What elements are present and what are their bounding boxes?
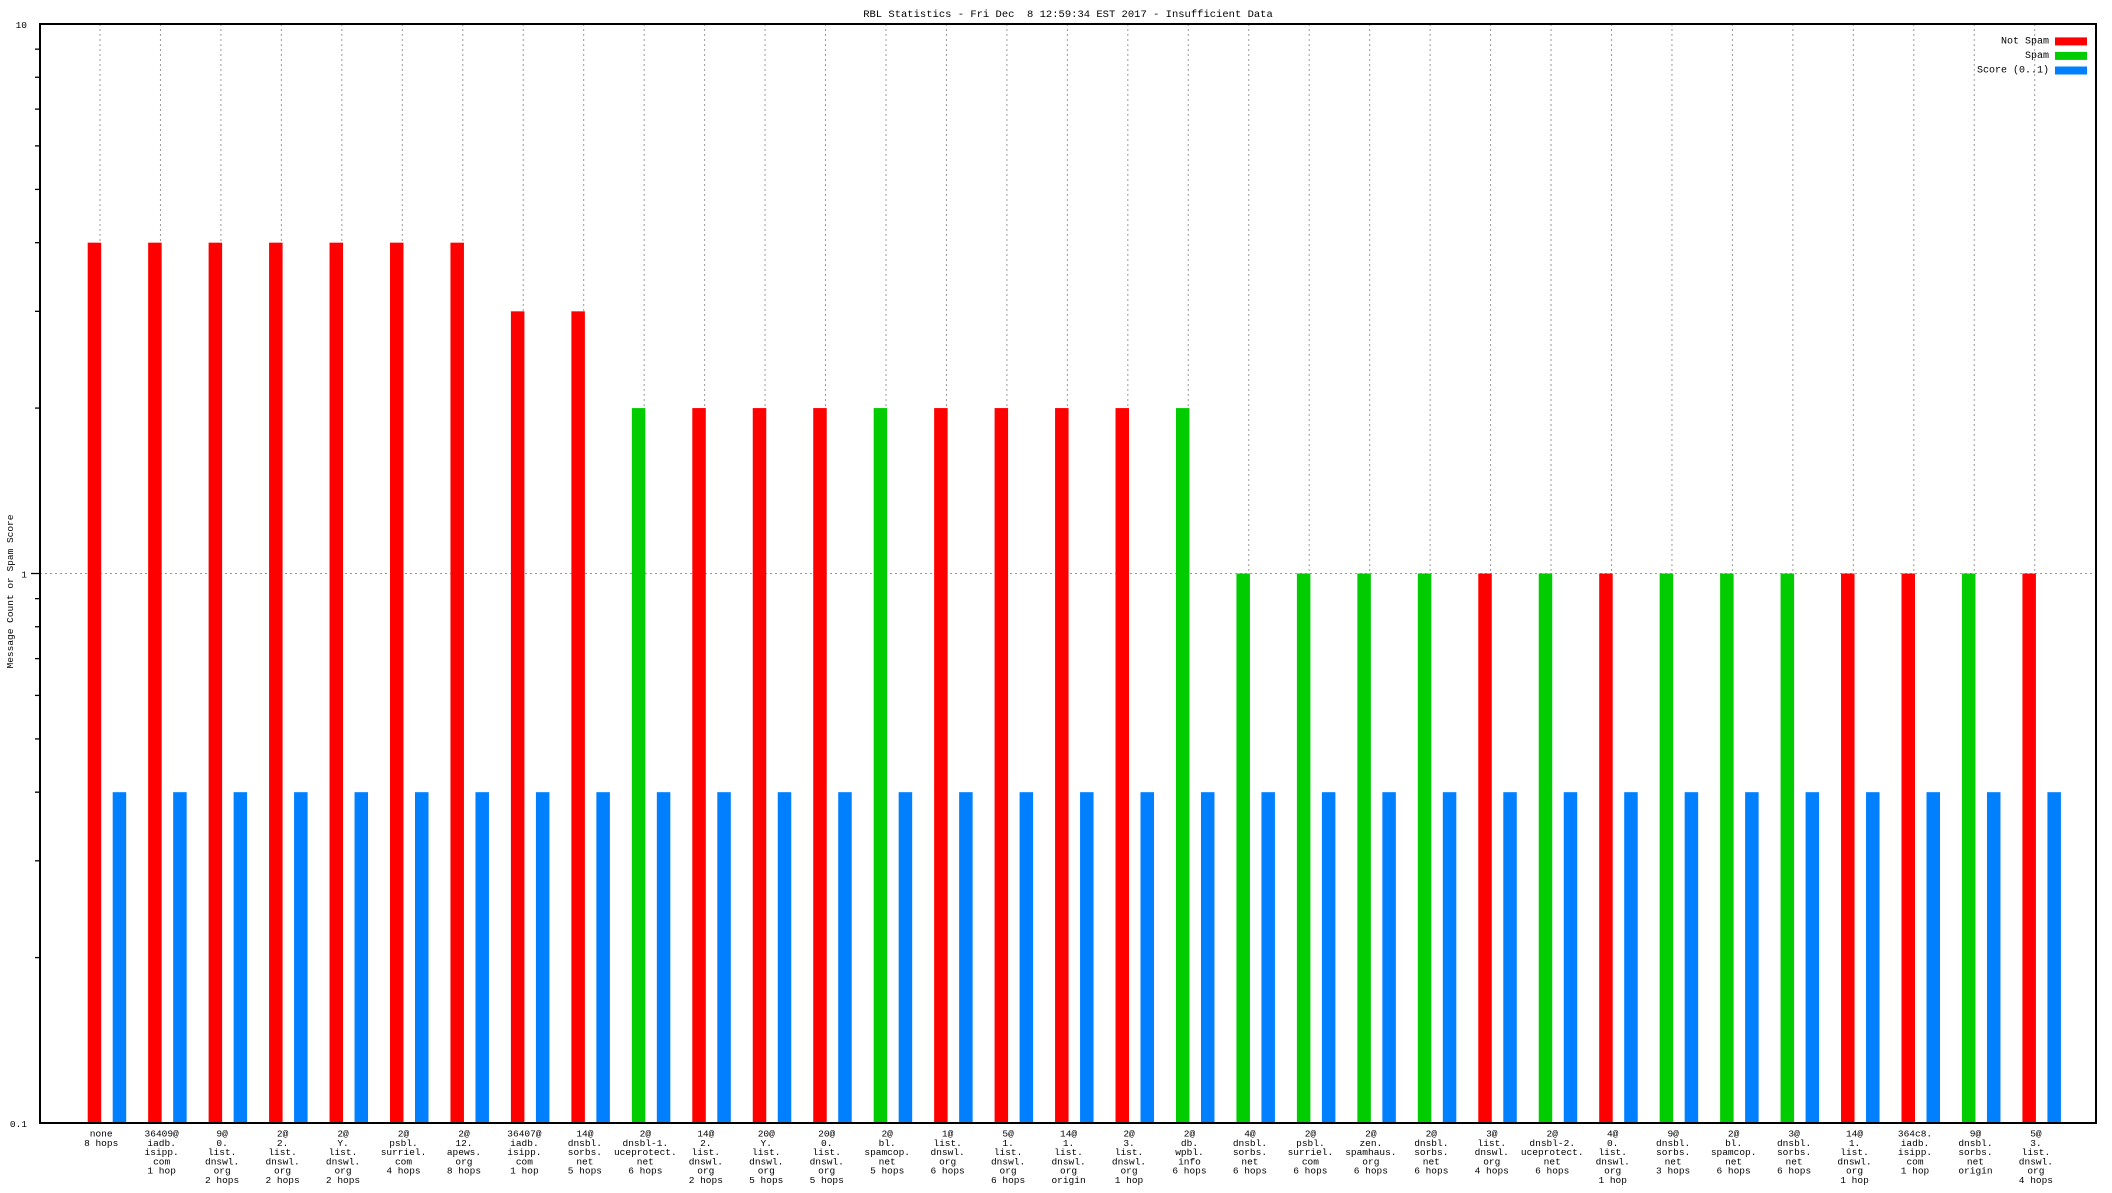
svg-text:6 hops: 6 hops: [1172, 1166, 1206, 1177]
svg-text:6 hops: 6 hops: [1717, 1166, 1751, 1177]
svg-text:1 hop: 1 hop: [510, 1166, 539, 1177]
svg-text:0.1: 0.1: [10, 1119, 27, 1130]
svg-text:6 hops: 6 hops: [1414, 1166, 1448, 1177]
svg-text:8 hops: 8 hops: [84, 1138, 118, 1149]
svg-text:Score (0..1): Score (0..1): [1977, 65, 2049, 77]
svg-text:6 hops: 6 hops: [931, 1166, 965, 1177]
svg-text:3 hops: 3 hops: [1656, 1166, 1690, 1177]
svg-text:Message Count or Spam Score: Message Count or Spam Score: [5, 514, 16, 668]
svg-text:6 hops: 6 hops: [1354, 1166, 1388, 1177]
svg-text:1 hop: 1 hop: [1901, 1166, 1930, 1177]
svg-text:1 hop: 1 hop: [1115, 1175, 1144, 1186]
svg-text:origin: origin: [1958, 1166, 1992, 1177]
svg-text:6 hops: 6 hops: [991, 1175, 1025, 1186]
svg-text:4 hops: 4 hops: [1475, 1166, 1509, 1177]
svg-text:origin: origin: [1051, 1175, 1085, 1186]
svg-text:5 hops: 5 hops: [810, 1175, 844, 1186]
svg-text:6 hops: 6 hops: [1535, 1166, 1569, 1177]
svg-text:1 hop: 1 hop: [147, 1166, 176, 1177]
svg-text:4 hops: 4 hops: [2019, 1175, 2053, 1186]
svg-text:4 hops: 4 hops: [386, 1166, 420, 1177]
svg-text:5 hops: 5 hops: [749, 1175, 783, 1186]
svg-text:RBL Statistics - Fri Dec 8 12: RBL Statistics - Fri Dec 8 12:59:34 EST …: [863, 9, 1273, 21]
svg-text:2 hops: 2 hops: [205, 1175, 239, 1186]
svg-text:6 hops: 6 hops: [1777, 1166, 1811, 1177]
svg-text:1 hop: 1 hop: [1598, 1175, 1627, 1186]
svg-text:10: 10: [16, 20, 28, 31]
svg-text:2 hops: 2 hops: [326, 1175, 360, 1186]
svg-text:Not Spam: Not Spam: [2001, 36, 2049, 47]
svg-text:5 hops: 5 hops: [568, 1166, 602, 1177]
svg-text:2 hops: 2 hops: [689, 1175, 723, 1186]
svg-text:6 hops: 6 hops: [1233, 1166, 1267, 1177]
svg-text:8 hops: 8 hops: [447, 1166, 481, 1177]
svg-text:2 hops: 2 hops: [265, 1175, 299, 1186]
svg-text:1 hop: 1 hop: [1840, 1175, 1869, 1186]
svg-text:6 hops: 6 hops: [1293, 1166, 1327, 1177]
svg-text:5 hops: 5 hops: [870, 1166, 904, 1177]
svg-text:6 hops: 6 hops: [628, 1166, 662, 1177]
svg-text:Spam: Spam: [2025, 51, 2049, 62]
svg-text:1: 1: [21, 570, 27, 581]
